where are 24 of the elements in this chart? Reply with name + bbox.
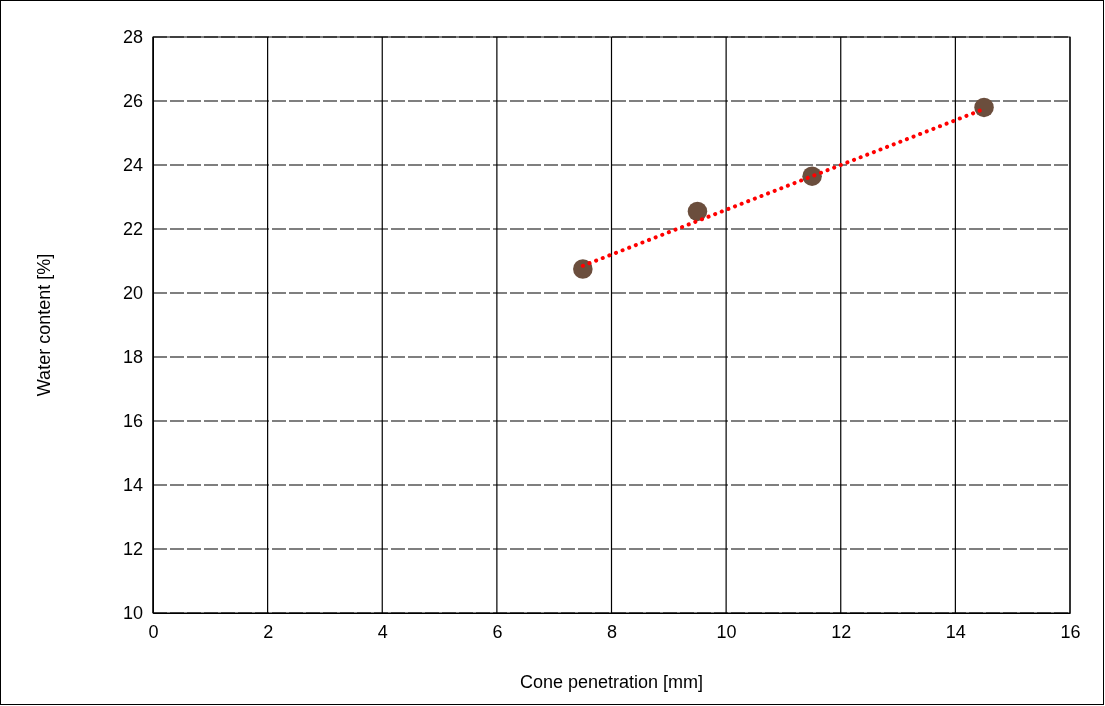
point (573, 259, 593, 279)
y-tick-label: 18 (122, 347, 143, 368)
y-tick-label: 16 (122, 411, 143, 432)
y-tick-label: 14 (122, 475, 143, 496)
x-tick-label: 16 (1060, 621, 1081, 642)
x-tick-label: 4 (377, 621, 388, 642)
x-tick-label: 2 (263, 621, 274, 642)
y-axis-title: Water content [%] (34, 253, 54, 397)
point (974, 97, 994, 118)
y-tick-label: 20 (122, 283, 143, 304)
x-tick-label: 10 (716, 621, 737, 642)
x-tick-label: 0 (148, 621, 159, 642)
y-tick-label: 22 (122, 219, 143, 240)
x-tick-label: 8 (606, 621, 618, 642)
x-tick-label: 14 (945, 621, 966, 642)
x-tick-label: 12 (831, 621, 852, 642)
y-tick-label: 12 (122, 539, 143, 560)
y-tick-label: 24 (122, 155, 143, 176)
y-tick-label: 28 (122, 27, 143, 48)
y-tick-label: 26 (122, 91, 143, 112)
x-tick-label: 6 (492, 621, 503, 642)
x-axis-title: Cone penetration [mm] (519, 672, 704, 692)
point (687, 201, 708, 222)
y-tick-label: 10 (122, 603, 143, 624)
